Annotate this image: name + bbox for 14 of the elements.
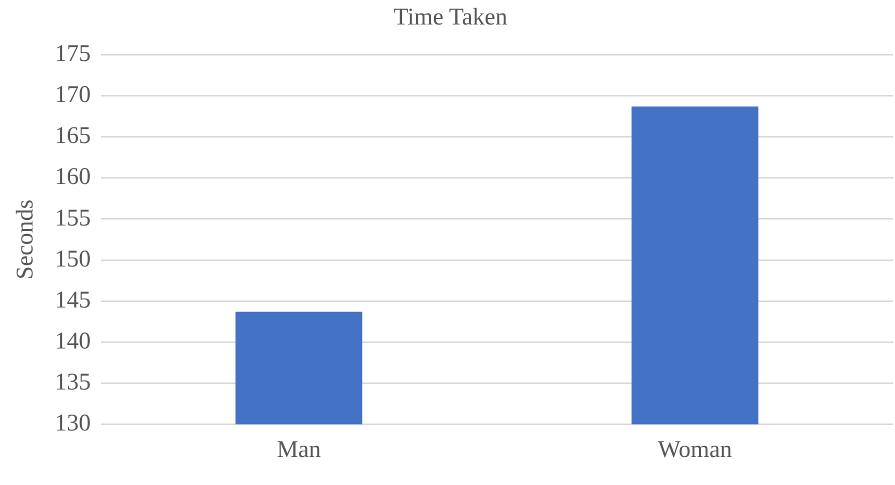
y-tick-label: 155 [54, 205, 91, 232]
y-axis-title: Seconds [12, 200, 39, 280]
chart-title: Time Taken [394, 4, 508, 31]
y-tick-label: 130 [54, 410, 91, 436]
y-tick-label: 170 [54, 82, 91, 108]
y-tick-label: 150 [54, 246, 91, 272]
x-tick-label: Woman [658, 436, 732, 463]
y-tick-label: 140 [54, 328, 91, 354]
x-tick-label: Man [276, 436, 321, 463]
y-tick-label: 160 [54, 164, 91, 190]
y-tick-label: 175 [54, 41, 91, 68]
y-tick-label: 145 [54, 287, 91, 314]
y-tick-label: 135 [54, 369, 91, 396]
y-tick-label: 165 [54, 123, 91, 150]
